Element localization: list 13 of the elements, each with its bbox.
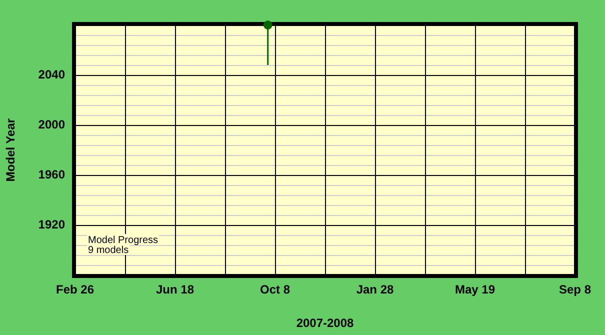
x-tick-label: Jun 18 (156, 282, 194, 297)
x-tick-label: Oct 8 (260, 282, 290, 297)
x-tick-label: May 19 (454, 282, 496, 297)
y-tick-label: 1960 (38, 167, 66, 182)
x-tick-label: Feb 26 (56, 282, 94, 297)
y-tick-label: 2040 (38, 67, 66, 82)
annotation: Model Progress 9 models (88, 234, 158, 256)
x-axis-title: 2007-2008 (296, 316, 354, 330)
y-tick-label: 2000 (38, 117, 66, 132)
x-tick-label: Jan 28 (356, 282, 394, 297)
y-tick-label: 1920 (38, 217, 66, 232)
x-tick-label: Sep 8 (558, 282, 592, 297)
y-axis-title: Model Year (4, 118, 18, 182)
